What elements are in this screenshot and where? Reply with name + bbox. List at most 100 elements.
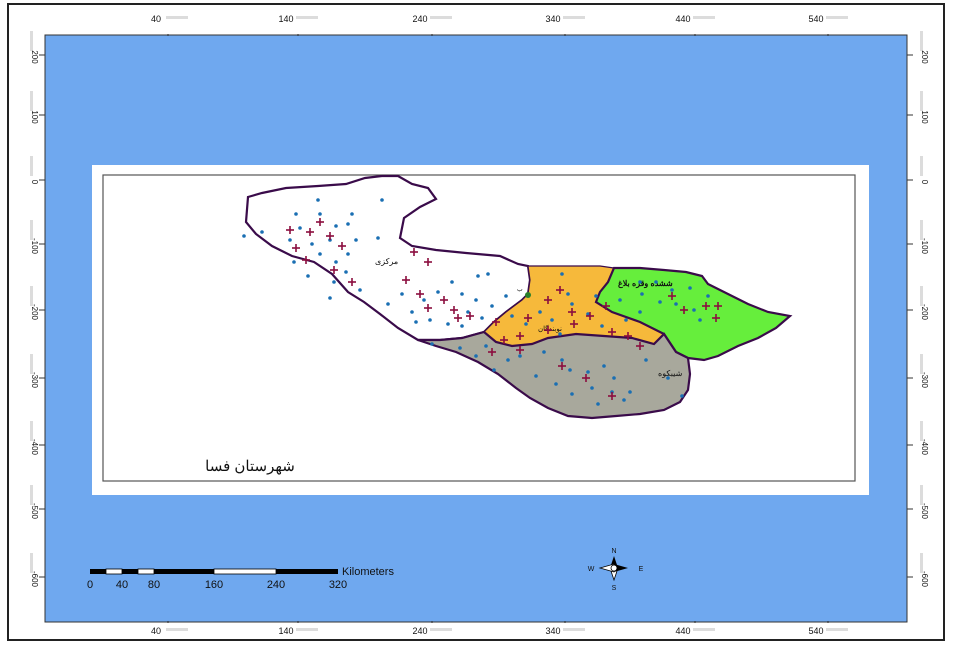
sample-dot bbox=[558, 332, 562, 336]
sample-dot bbox=[566, 292, 570, 296]
sample-dot bbox=[466, 310, 470, 314]
scale-bar: Kilometers 0 40 80 160 240 320 bbox=[87, 566, 395, 591]
sample-dot bbox=[618, 298, 622, 302]
y-tick-mark bbox=[30, 553, 33, 573]
sample-cross bbox=[338, 242, 346, 250]
y-tick-mark bbox=[920, 220, 923, 240]
sample-dot bbox=[316, 198, 320, 202]
y-tick-label: -300 bbox=[920, 372, 929, 389]
sample-dot bbox=[644, 358, 648, 362]
sample-dot bbox=[490, 304, 494, 308]
compass-n: N bbox=[611, 548, 616, 555]
sample-dot bbox=[568, 368, 572, 372]
sample-cross bbox=[286, 226, 294, 234]
sample-dot bbox=[446, 322, 450, 326]
x-tick-label: 340 bbox=[545, 14, 560, 24]
y-tick-mark bbox=[30, 156, 33, 176]
sample-dot bbox=[436, 290, 440, 294]
sample-dot bbox=[458, 346, 462, 350]
sample-dot bbox=[596, 402, 600, 406]
sample-cross bbox=[454, 314, 462, 322]
sample-dot bbox=[298, 226, 302, 230]
sample-dot bbox=[524, 322, 528, 326]
map-caption: شهرستان فسا bbox=[205, 458, 295, 475]
x-axis-bottom: 40 140 240 340 440 540 bbox=[151, 621, 848, 636]
sample-dot bbox=[288, 238, 292, 242]
sample-dot bbox=[292, 260, 296, 264]
y-tick-label: -400 bbox=[920, 439, 929, 456]
sample-cross bbox=[292, 244, 300, 252]
x-tick-mark bbox=[563, 628, 585, 631]
compass-icon: N S E W bbox=[588, 548, 644, 592]
sample-dot bbox=[680, 394, 684, 398]
sample-dot bbox=[590, 386, 594, 390]
district-label-shesh-deh: ششده وقره بلاغ bbox=[618, 279, 673, 289]
sample-dot bbox=[628, 390, 632, 394]
y-tick-label: -100 bbox=[920, 238, 929, 255]
sample-dot bbox=[492, 368, 496, 372]
x-tick-label: 440 bbox=[675, 14, 690, 24]
x-tick-label: 340 bbox=[545, 626, 560, 636]
sample-cross bbox=[668, 292, 676, 300]
y-tick-label: -400 bbox=[30, 439, 39, 456]
y-tick-label: 0 bbox=[30, 180, 39, 185]
sample-cross bbox=[558, 362, 566, 370]
district-label-nobandegan: نوبندگان bbox=[538, 324, 562, 333]
district-shesh-deh[interactable] bbox=[594, 266, 793, 362]
sample-dot bbox=[600, 324, 604, 328]
scale-label-0: 0 bbox=[87, 579, 93, 591]
sample-cross bbox=[410, 248, 418, 256]
x-axis-top: 40 140 240 340 440 540 bbox=[151, 14, 848, 36]
sample-dot bbox=[612, 376, 616, 380]
x-tick-mark bbox=[166, 628, 188, 631]
y-tick-mark bbox=[30, 286, 33, 306]
district-label-sheybkuh: شیبکوه bbox=[658, 369, 683, 378]
sample-dot bbox=[400, 292, 404, 296]
sample-cross bbox=[440, 296, 448, 304]
sample-cross bbox=[450, 306, 458, 314]
sample-points bbox=[242, 198, 722, 406]
sample-dot bbox=[538, 310, 542, 314]
sample-dot bbox=[332, 280, 336, 284]
sample-dot bbox=[692, 308, 696, 312]
sample-dot bbox=[534, 374, 538, 378]
sample-dot bbox=[480, 316, 484, 320]
sample-cross bbox=[624, 332, 632, 340]
sample-dot bbox=[670, 288, 674, 292]
sample-cross bbox=[306, 228, 314, 236]
x-tick-label: 140 bbox=[278, 14, 293, 24]
sample-dot bbox=[674, 302, 678, 306]
sample-dot bbox=[624, 318, 628, 322]
x-tick-mark bbox=[563, 16, 585, 19]
x-tick-label: 40 bbox=[151, 626, 161, 636]
sample-dot bbox=[640, 292, 644, 296]
x-tick-mark bbox=[296, 628, 318, 631]
y-tick-label: -600 bbox=[30, 571, 39, 588]
y-tick-label: -200 bbox=[920, 304, 929, 321]
scale-label-160: 160 bbox=[205, 579, 223, 591]
sample-dot bbox=[706, 294, 710, 298]
sample-cross bbox=[516, 332, 524, 340]
sample-dot bbox=[294, 212, 298, 216]
scale-label-80: 80 bbox=[148, 579, 160, 591]
sample-dot bbox=[506, 358, 510, 362]
sample-dot bbox=[306, 274, 310, 278]
sample-dot bbox=[518, 354, 522, 358]
town-label: ب bbox=[517, 287, 523, 293]
sample-cross bbox=[544, 326, 552, 334]
y-tick-label: 100 bbox=[920, 110, 929, 124]
compass-s: S bbox=[612, 585, 617, 592]
y-axis-right: 200 100 0 -100 -200 -300 -400 -500 -600 bbox=[907, 31, 929, 588]
sample-dot bbox=[422, 298, 426, 302]
sample-dot bbox=[510, 314, 514, 318]
sample-dot bbox=[542, 350, 546, 354]
sample-dot bbox=[570, 302, 574, 306]
sample-cross bbox=[582, 374, 590, 382]
sample-dot bbox=[410, 310, 414, 314]
district-sheybkuh[interactable] bbox=[417, 330, 692, 420]
sample-dot bbox=[344, 270, 348, 274]
sample-dot bbox=[460, 292, 464, 296]
sample-dot bbox=[350, 212, 354, 216]
scale-label-40: 40 bbox=[116, 579, 128, 591]
